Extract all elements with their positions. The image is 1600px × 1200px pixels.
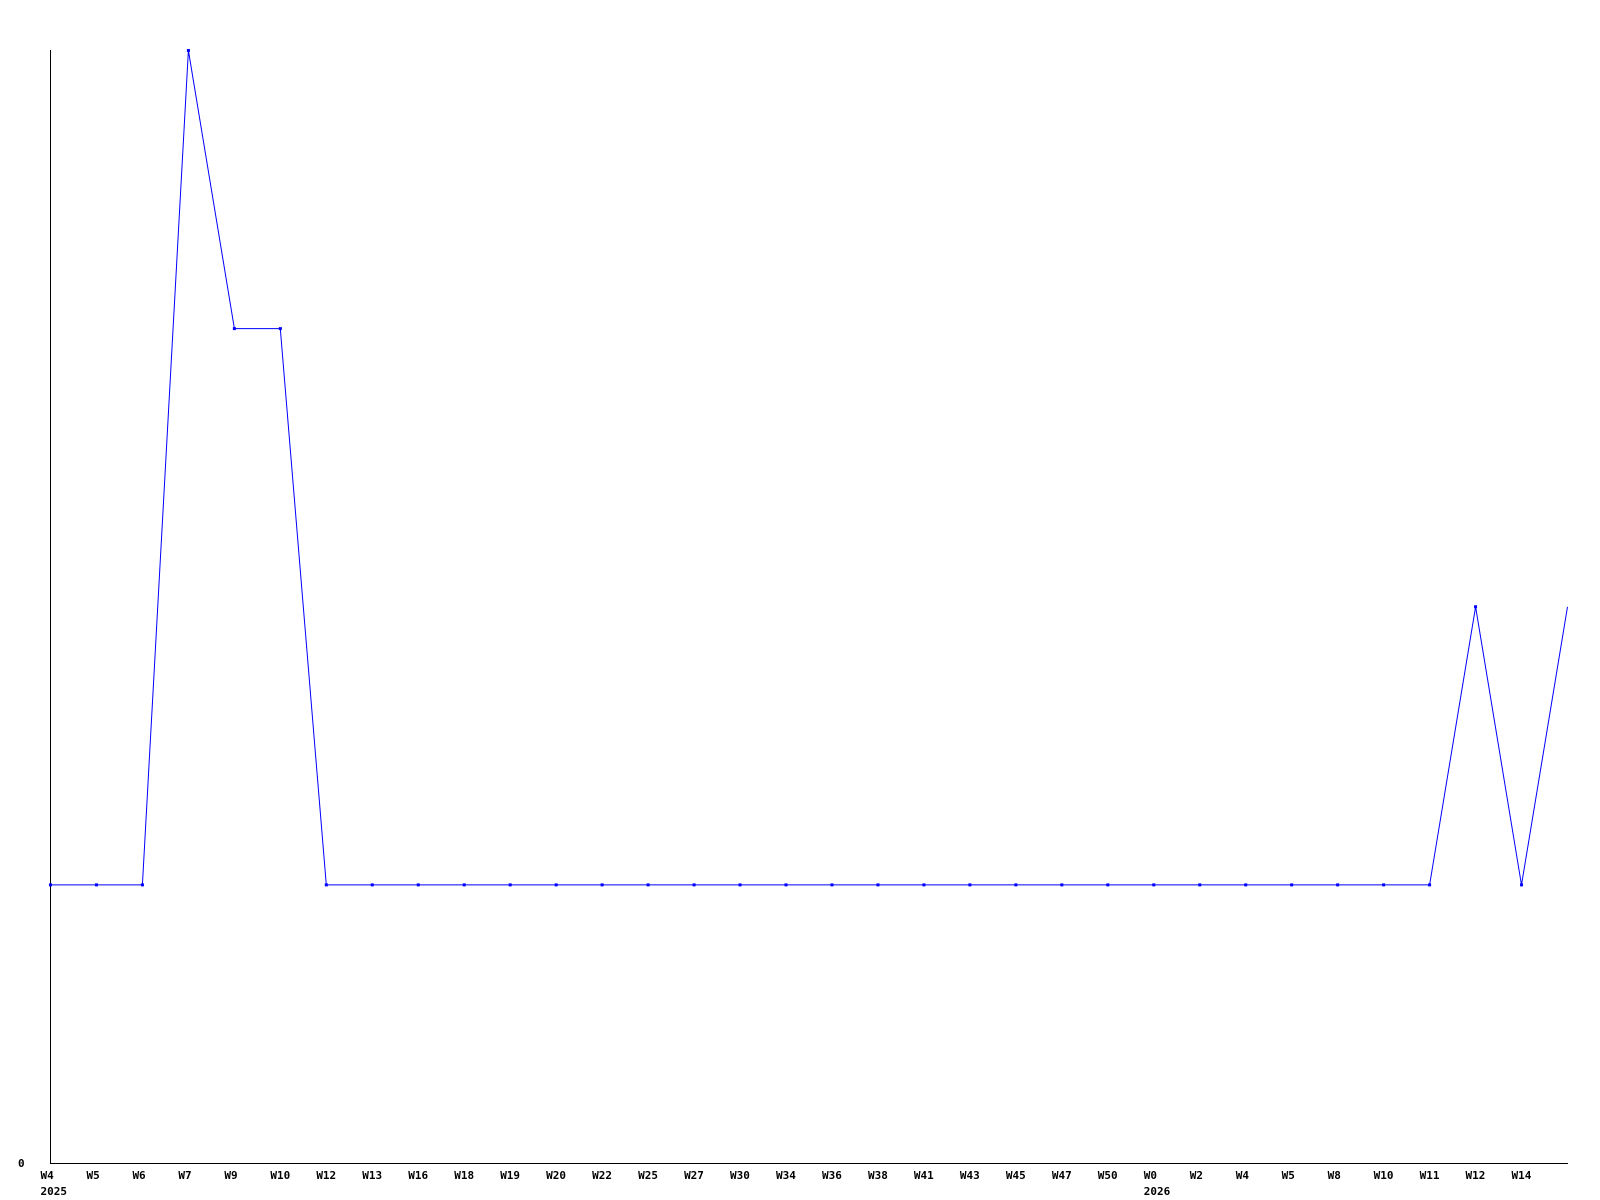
- data-point: [508, 883, 512, 887]
- x-tick-label: W0: [1144, 1169, 1157, 1182]
- data-point: [1428, 883, 1432, 887]
- x-tick-label: W5: [1282, 1169, 1295, 1182]
- x-tick-label: W12: [316, 1169, 336, 1182]
- data-point: [738, 883, 742, 887]
- data-point: [1290, 883, 1294, 887]
- data-point: [922, 883, 926, 887]
- data-point: [554, 883, 558, 887]
- data-point: [1382, 883, 1386, 887]
- data-point: [968, 883, 972, 887]
- x-tick-label: W9: [224, 1169, 237, 1182]
- x-tick-label: W16: [408, 1169, 428, 1182]
- data-point: [324, 883, 328, 887]
- data-point: [784, 883, 788, 887]
- data-point: [876, 883, 880, 887]
- data-point: [1106, 883, 1110, 887]
- data-point: [1474, 605, 1478, 609]
- data-point: [646, 883, 650, 887]
- data-point: [370, 883, 374, 887]
- x-year-label: 2026: [1144, 1185, 1171, 1198]
- y-tick-label: 0: [18, 1157, 25, 1170]
- x-tick-label: W38: [868, 1169, 888, 1182]
- x-tick-label: W25: [638, 1169, 658, 1182]
- data-point: [49, 883, 52, 887]
- data-point: [140, 883, 144, 887]
- data-point: [186, 49, 190, 52]
- x-tick-label: W30: [730, 1169, 750, 1182]
- data-point: [600, 883, 604, 887]
- x-tick-label: W11: [1420, 1169, 1440, 1182]
- x-tick-label: W2: [1190, 1169, 1203, 1182]
- data-point: [1060, 883, 1064, 887]
- data-point: [278, 327, 282, 331]
- series-line: [50, 50, 1568, 886]
- x-tick-label: W20: [546, 1169, 566, 1182]
- data-point: [1152, 883, 1156, 887]
- x-tick-label: W27: [684, 1169, 704, 1182]
- data-point: [462, 883, 466, 887]
- x-tick-label: W43: [960, 1169, 980, 1182]
- data-point: [1520, 883, 1524, 887]
- x-tick-label: W50: [1098, 1169, 1118, 1182]
- x-tick-label: W36: [822, 1169, 842, 1182]
- x-tick-label: W4: [41, 1169, 55, 1182]
- data-point: [1014, 883, 1018, 887]
- x-year-label: 2025: [41, 1185, 68, 1198]
- x-tick-label: W13: [362, 1169, 382, 1182]
- data-point: [1336, 883, 1340, 887]
- x-tick-label: W7: [178, 1169, 191, 1182]
- x-tick-label: W47: [1052, 1169, 1072, 1182]
- x-tick-label: W10: [1374, 1169, 1394, 1182]
- x-tick-label: W18: [454, 1169, 474, 1182]
- x-tick-label: W8: [1328, 1169, 1341, 1182]
- x-tick-label: W10: [270, 1169, 290, 1182]
- data-point: [692, 883, 696, 887]
- x-tick-label: W45: [1006, 1169, 1026, 1182]
- x-tick-label: W14: [1512, 1169, 1532, 1182]
- data-point: [416, 883, 420, 887]
- x-tick-label: W12: [1466, 1169, 1486, 1182]
- x-tick-label: W4: [1236, 1169, 1250, 1182]
- x-tick-label: W41: [914, 1169, 934, 1182]
- data-point: [232, 327, 236, 331]
- data-point: [1244, 883, 1248, 887]
- data-point: [94, 883, 98, 887]
- data-point: [830, 883, 834, 887]
- x-tick-label: W19: [500, 1169, 520, 1182]
- data-point: [1198, 883, 1202, 887]
- x-tick-label: W34: [776, 1169, 796, 1182]
- x-tick-label: W5: [86, 1169, 99, 1182]
- x-tick-label: W6: [132, 1169, 146, 1182]
- x-tick-label: W22: [592, 1169, 612, 1182]
